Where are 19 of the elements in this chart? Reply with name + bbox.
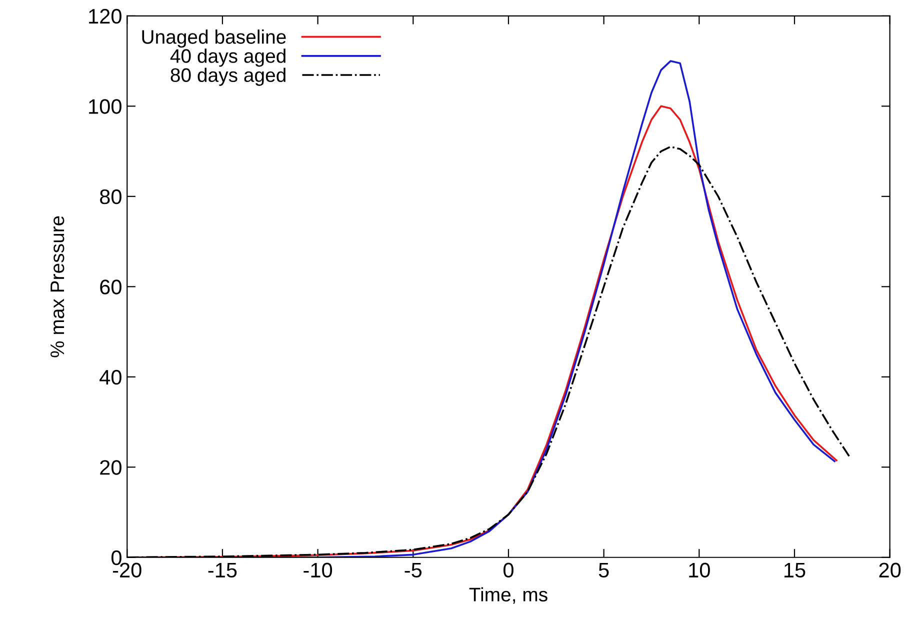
legend-label: 40 days aged bbox=[170, 48, 286, 67]
y-tick-label: 120 bbox=[89, 8, 122, 24]
x-tick-label: 20 bbox=[879, 562, 901, 578]
x-tick-label: 0 bbox=[504, 562, 514, 578]
x-tick-label: 15 bbox=[784, 563, 806, 578]
x-axis-title: Time, ms bbox=[469, 587, 548, 604]
legend-label: Unaged baseline bbox=[142, 30, 286, 48]
y-tick-label: 100 bbox=[89, 99, 122, 114]
x-tick-label: 5 bbox=[598, 563, 609, 578]
x-tick-label: -5 bbox=[404, 563, 422, 578]
x-tick-label: 10 bbox=[689, 562, 710, 578]
x-tick-label: -10 bbox=[304, 562, 332, 578]
y-axis-title: % max Pressure bbox=[50, 216, 64, 358]
y-tick-label: 20 bbox=[100, 460, 122, 475]
x-tick-label: -15 bbox=[208, 563, 237, 578]
legend-label: 80 days aged bbox=[170, 68, 286, 86]
y-tick-label: 60 bbox=[100, 280, 122, 294]
y-tick-label: 80 bbox=[100, 189, 122, 204]
y-tick-label: 40 bbox=[100, 370, 122, 385]
